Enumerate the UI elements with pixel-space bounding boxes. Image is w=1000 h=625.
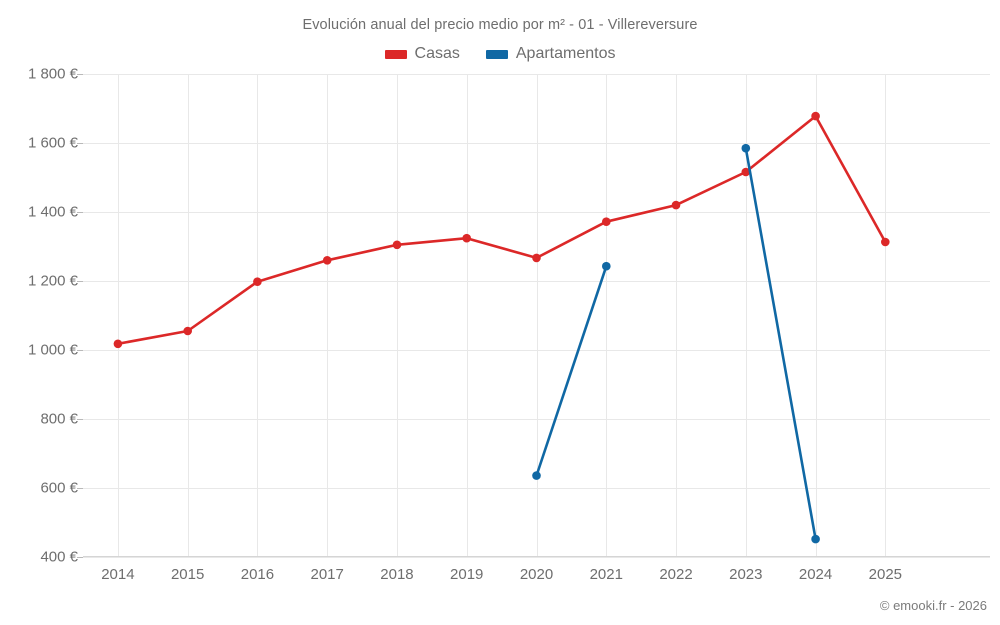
gridline-vertical bbox=[745, 74, 747, 557]
chart-title: Evolución anual del precio medio por m² … bbox=[302, 17, 698, 33]
legend-item-casas[interactable]: Casas bbox=[384, 45, 460, 63]
gridline-vertical bbox=[117, 74, 119, 557]
gridline-vertical bbox=[187, 74, 189, 557]
y-axis-tick-label: 1 600 € bbox=[27, 134, 78, 152]
gridline-vertical bbox=[396, 74, 398, 557]
gridline-vertical bbox=[327, 74, 329, 557]
x-axis-tick-label: 2014 bbox=[101, 566, 135, 583]
x-axis-tick-label: 2016 bbox=[240, 566, 275, 583]
gridline-vertical bbox=[885, 74, 887, 557]
chart-legend: Casas Apartamentos bbox=[0, 45, 1000, 63]
y-axis-tick-label: 1 800 € bbox=[27, 65, 78, 83]
x-axis-tick-label: 2024 bbox=[798, 566, 833, 583]
x-axis-tick-label: 2021 bbox=[589, 566, 623, 583]
y-axis-tick-label: 800 € bbox=[40, 410, 78, 428]
x-axis-tick-label: 2015 bbox=[170, 566, 205, 583]
gridline-vertical bbox=[815, 74, 817, 557]
x-axis-tick-label: 2023 bbox=[729, 566, 763, 583]
y-axis-tick-label: 1 200 € bbox=[27, 272, 78, 290]
x-axis-tick-label: 2020 bbox=[519, 566, 554, 583]
legend-label-casas: Casas bbox=[414, 45, 460, 62]
gridline-vertical bbox=[606, 74, 608, 557]
gridline-horizontal bbox=[83, 557, 990, 558]
x-axis-line bbox=[83, 556, 990, 557]
y-axis-tick-label: 1 000 € bbox=[27, 341, 78, 359]
legend-label-apartamentos: Apartamentos bbox=[515, 45, 616, 62]
plot-area bbox=[83, 74, 990, 558]
footer-credit: © emooki.fr - 2026 bbox=[879, 598, 987, 613]
y-axis-tick-label: 1 400 € bbox=[27, 203, 78, 221]
gridline-vertical bbox=[536, 74, 538, 557]
gridline-vertical bbox=[466, 74, 468, 557]
x-axis-tick-label: 2022 bbox=[659, 566, 693, 583]
legend-swatch-casas bbox=[384, 49, 407, 59]
x-axis-tick-label: 2018 bbox=[380, 566, 414, 583]
x-axis-tick-label: 2025 bbox=[868, 566, 903, 583]
gridline-vertical bbox=[257, 74, 259, 557]
y-axis-tick-label: 600 € bbox=[40, 479, 78, 497]
x-axis-tick-label: 2017 bbox=[310, 566, 344, 583]
gridline-vertical bbox=[676, 74, 678, 557]
x-axis-tick-label: 2019 bbox=[450, 566, 484, 583]
y-axis-tick-label: 400 € bbox=[40, 548, 78, 566]
legend-item-apartamentos[interactable]: Apartamentos bbox=[485, 45, 616, 63]
legend-swatch-apartamentos bbox=[485, 49, 508, 59]
